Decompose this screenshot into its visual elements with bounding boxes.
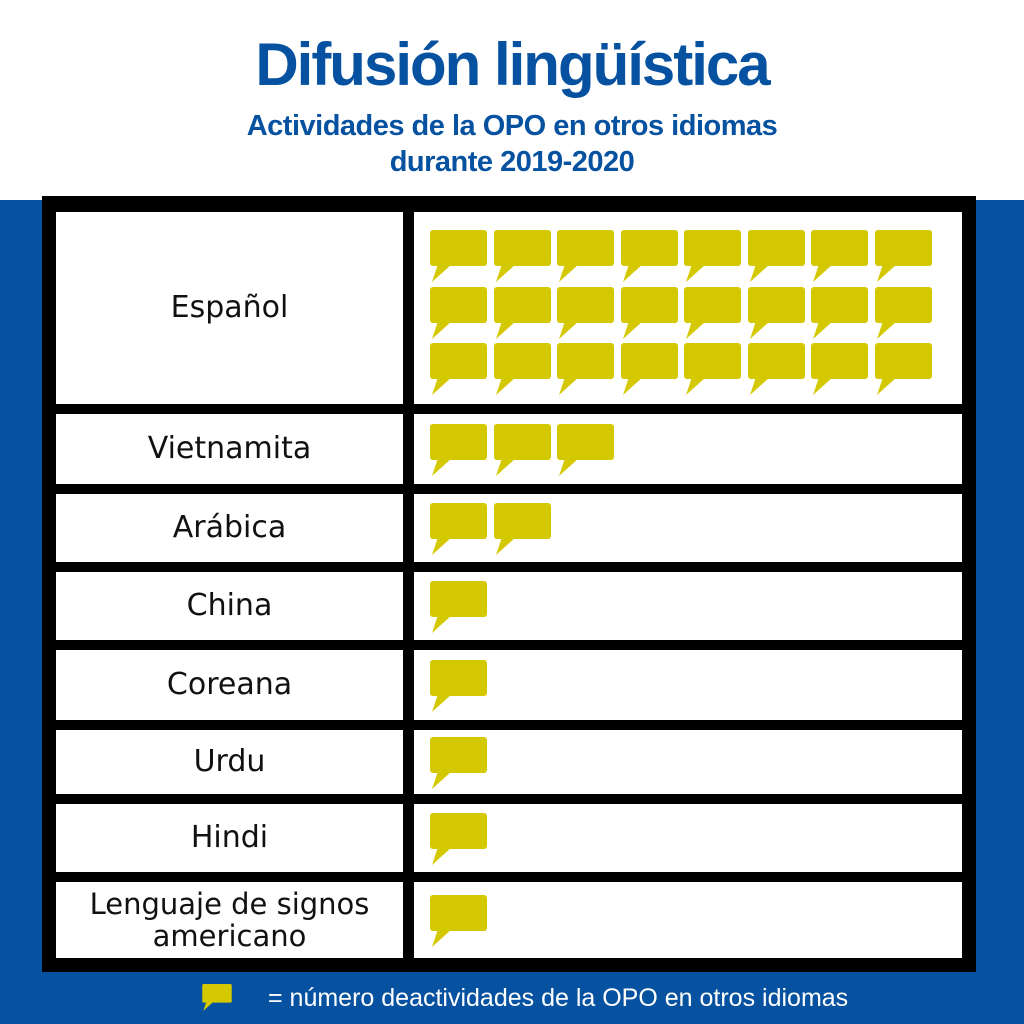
speech-bubble-icon [493, 286, 551, 339]
category-row: China [56, 572, 962, 640]
chart-subtitle: Actividades de la OPO en otros idiomas d… [246, 110, 778, 178]
icon-cell [414, 730, 962, 794]
category-label: Coreana [56, 650, 403, 720]
speech-bubble-icon [430, 813, 487, 865]
speech-bubble-icon [430, 737, 487, 789]
category-label: Urdu [56, 730, 403, 794]
speech-bubble-icon [493, 503, 551, 555]
speech-bubble-icon [430, 503, 487, 555]
speech-bubble-icon [557, 230, 614, 282]
category-row: Vietnamita [56, 414, 962, 484]
speech-bubble-icon [874, 343, 932, 395]
icon-cell [414, 882, 962, 958]
speech-bubble-icon [811, 230, 868, 282]
category-row: Español [56, 212, 962, 404]
category-label: China [56, 572, 403, 640]
speech-bubble-icon [557, 343, 614, 395]
speech-bubble-icon [493, 343, 551, 395]
chart-title: Difusión lingüística [255, 31, 770, 98]
category-label: Lenguaje de signos americano [56, 882, 403, 958]
speech-bubble-icon [430, 660, 487, 712]
speech-bubble-icon [747, 230, 805, 282]
icon-cell [414, 414, 962, 484]
speech-bubble-icon [874, 230, 932, 282]
speech-bubble-icon [430, 895, 487, 947]
pictograph-table: Español Vietnamita Arábica China Coreana Urdu… [42, 196, 976, 972]
speech-bubble-icon [430, 230, 487, 282]
category-label: Español [56, 212, 403, 404]
icon-cell [414, 212, 962, 404]
icon-cell [414, 650, 962, 720]
category-label: Vietnamita [56, 414, 403, 484]
speech-bubble-icon [811, 343, 868, 395]
speech-bubble-icon [874, 286, 932, 339]
speech-bubble-icon [684, 343, 741, 395]
category-label: Arábica [56, 494, 403, 562]
speech-bubble-icon [430, 581, 487, 633]
speech-bubble-icon [747, 286, 805, 339]
category-row: Coreana [56, 650, 962, 720]
category-row: Hindi [56, 804, 962, 872]
speech-bubble-icon [620, 230, 678, 282]
icon-cell [414, 804, 962, 872]
legend-text: = número deactividades de la OPO en otro… [268, 984, 849, 1012]
speech-bubble-icon [493, 424, 551, 476]
speech-bubble-icon [684, 286, 741, 339]
speech-bubble-icon [430, 424, 487, 476]
speech-bubble-icon [811, 286, 868, 339]
category-row: Urdu [56, 730, 962, 794]
speech-bubble-icon [557, 286, 614, 339]
speech-bubble-icon [747, 343, 805, 395]
category-row: Arábica [56, 494, 962, 562]
speech-bubble-icon [430, 343, 487, 395]
category-label: Hindi [56, 804, 403, 872]
speech-bubble-icon [430, 286, 487, 339]
speech-bubble-icon [684, 230, 741, 282]
speech-bubble-icon [620, 343, 678, 395]
speech-bubble-icon [202, 984, 232, 1011]
speech-bubble-icon [557, 424, 614, 476]
speech-bubble-icon [620, 286, 678, 339]
icon-cell [414, 572, 962, 640]
category-row: Lenguaje de signos americano [56, 882, 962, 958]
speech-bubble-icon [493, 230, 551, 282]
icon-cell [414, 494, 962, 562]
